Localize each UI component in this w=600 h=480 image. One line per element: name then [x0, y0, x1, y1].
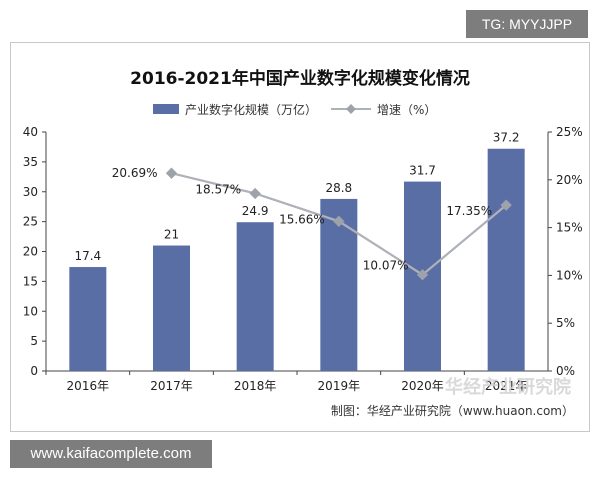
y-right-tick-label: 10%: [556, 268, 583, 282]
x-tick-label: 2021年: [485, 379, 528, 393]
y-left-tick-label: 20: [23, 245, 38, 259]
x-tick-label: 2018年: [234, 379, 277, 393]
y-right-tick-label: 5%: [556, 316, 575, 330]
plot-area: 0 5 10 15 20 25 30 35 40 0% 5% 10% 15% 20% 25% 2016年 201…: [23, 125, 583, 393]
growth-marker: [165, 167, 178, 179]
source-note: 制图：华经产业研究院（www.huaon.com）: [331, 403, 574, 418]
bar: [153, 245, 190, 371]
growth-marker: [500, 199, 512, 211]
growth-value-label: 18.57%: [195, 182, 241, 196]
y-left-tick-label: 40: [23, 125, 38, 139]
y-right-tick-label: 15%: [556, 221, 583, 235]
growth-marker: [333, 215, 345, 227]
x-tick-label: 2019年: [318, 379, 361, 393]
chart-title: 2016-2021年中国产业数字化规模变化情况: [130, 68, 470, 89]
bar: [236, 222, 274, 371]
bar-value-label: 17.4: [74, 249, 101, 263]
legend-bar-swatch: [153, 104, 179, 114]
y-right-tick-label: 25%: [556, 125, 583, 139]
growth-value-label: 20.69%: [112, 166, 158, 180]
legend-line-marker: [346, 104, 356, 114]
x-tick-label: 2017年: [150, 379, 193, 393]
watermark-text: 华经产业研究院: [445, 376, 571, 398]
channel-tag: TG: MYYJJPP: [466, 10, 588, 38]
legend-bar-label: 产业数字化规模（万亿）: [185, 102, 317, 117]
bar: [487, 148, 525, 371]
y-left-tick-label: 5: [30, 334, 38, 348]
site-tag: www.kaifacomplete.com: [10, 440, 212, 468]
growth-marker: [416, 269, 429, 281]
bar: [320, 198, 358, 371]
bar-value-label: 28.8: [325, 181, 352, 195]
growth-value-label: 15.66%: [279, 212, 325, 226]
y-left-tick-label: 15: [23, 274, 38, 288]
growth-marker: [249, 187, 261, 200]
growth-value-label: 17.35%: [446, 204, 492, 218]
bar: [69, 267, 107, 371]
bar-value-label: 31.7: [409, 164, 436, 178]
y-left-tick-label: 35: [23, 155, 38, 169]
y-left-tick-label: 10: [23, 304, 38, 318]
y-right-tick-label: 20%: [556, 173, 583, 187]
y-left-tick-label: 25: [23, 215, 38, 229]
legend: 产业数字化规模（万亿） 增速（%）: [153, 102, 436, 117]
x-tick-label: 2020年: [401, 379, 444, 393]
legend-line-label: 增速（%）: [377, 103, 436, 117]
bar-value-label: 37.2: [493, 131, 520, 145]
bar-value-label: 24.9: [242, 204, 269, 218]
y-left-tick-label: 30: [23, 185, 38, 199]
y-left-tick-label: 0: [30, 364, 38, 378]
y-right-tick-label: 0%: [556, 364, 575, 378]
bar-value-label: 21: [164, 228, 179, 242]
x-tick-label: 2016年: [67, 379, 110, 393]
growth-value-label: 10.07%: [363, 259, 409, 273]
